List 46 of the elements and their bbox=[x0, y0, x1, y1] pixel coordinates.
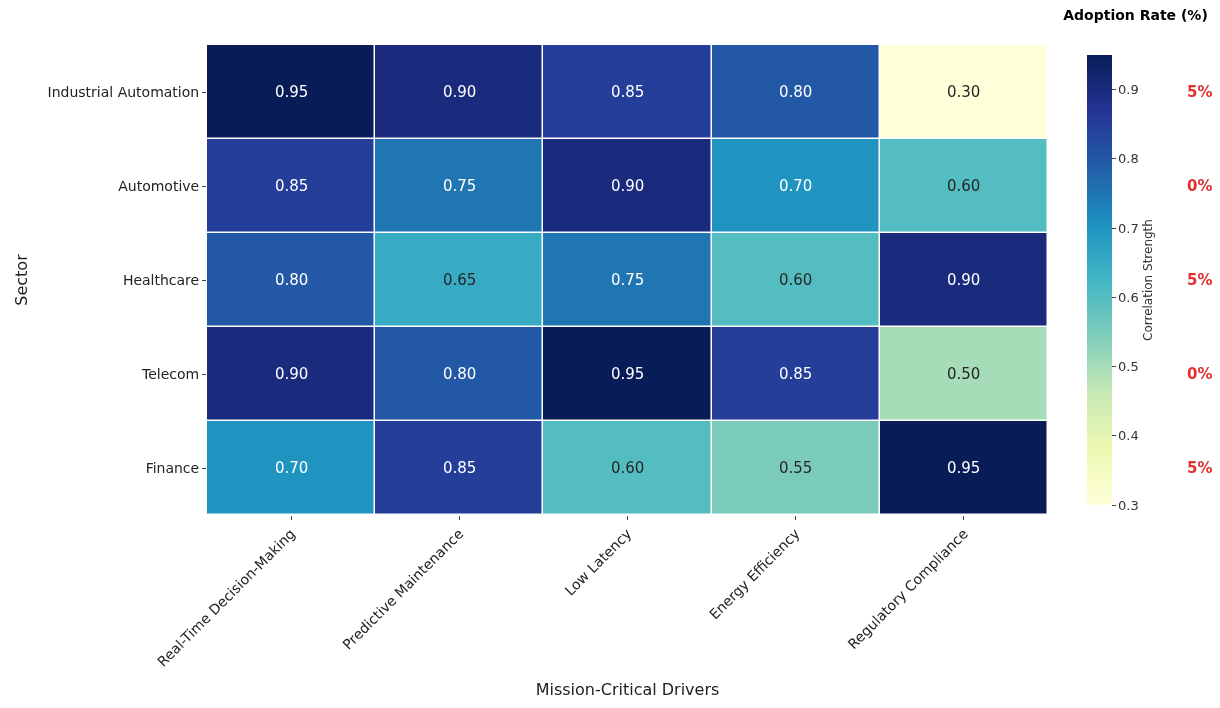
data-label: 0.65 bbox=[443, 271, 477, 289]
color-bar-title: Correlation Strength bbox=[1140, 219, 1155, 341]
text: 5% bbox=[1187, 459, 1213, 477]
text: Adoption Rate (%) bbox=[1063, 7, 1208, 24]
y-tick-label: Telecom bbox=[141, 365, 200, 382]
data-label: 0.55 bbox=[779, 459, 813, 477]
text: 0% bbox=[1187, 365, 1213, 383]
data-label: 0.75 bbox=[611, 271, 645, 289]
color-bar-label: 0.5 bbox=[1118, 359, 1139, 375]
data-label: 0.70 bbox=[779, 177, 813, 195]
y-tick-label: Automotive bbox=[118, 177, 200, 194]
data-label: 0.85 bbox=[611, 83, 645, 101]
data-label: 0.95 bbox=[947, 459, 981, 477]
data-label: 0.95 bbox=[611, 365, 645, 383]
data-label: 0.75 bbox=[443, 177, 477, 195]
y-tick-label: Industrial Automation bbox=[47, 83, 200, 100]
data-label: 0.90 bbox=[275, 365, 309, 383]
data-label: 0.95 bbox=[275, 83, 309, 101]
data-label: 0.80 bbox=[275, 271, 309, 289]
data-label: 0.90 bbox=[611, 177, 645, 195]
data-label: 0.60 bbox=[779, 271, 813, 289]
data-label: 0.70 bbox=[275, 459, 309, 477]
y-tick-label: Healthcare bbox=[122, 271, 200, 288]
text: 0% bbox=[1187, 177, 1213, 195]
color-bar-label: 0.4 bbox=[1118, 428, 1139, 444]
y-axis-title: Sector bbox=[12, 253, 32, 306]
text: 5% bbox=[1187, 271, 1213, 289]
data-label: 0.80 bbox=[779, 83, 813, 101]
y-tick-label: Finance bbox=[145, 459, 200, 476]
data-label: 0.60 bbox=[611, 459, 645, 477]
color-bar-label: 0.7 bbox=[1118, 220, 1139, 236]
color-bar-label: 0.9 bbox=[1118, 82, 1139, 98]
color-bar-label: 0.8 bbox=[1118, 151, 1139, 167]
x-axis-title: Mission-Critical Drivers bbox=[535, 680, 720, 700]
data-label: 0.85 bbox=[779, 365, 813, 383]
color-bar-label: 0.6 bbox=[1118, 289, 1139, 305]
data-label: 0.90 bbox=[443, 83, 477, 101]
data-label: 0.80 bbox=[443, 365, 477, 383]
data-label: 0.85 bbox=[275, 177, 309, 195]
text: 5% bbox=[1187, 83, 1213, 101]
data-label: 0.30 bbox=[947, 83, 981, 101]
data-label: 0.50 bbox=[947, 365, 981, 383]
color-bar-label: 0.3 bbox=[1118, 497, 1139, 513]
data-label: 0.60 bbox=[947, 177, 981, 195]
data-label: 0.85 bbox=[443, 459, 477, 477]
data-label: 0.90 bbox=[947, 271, 981, 289]
